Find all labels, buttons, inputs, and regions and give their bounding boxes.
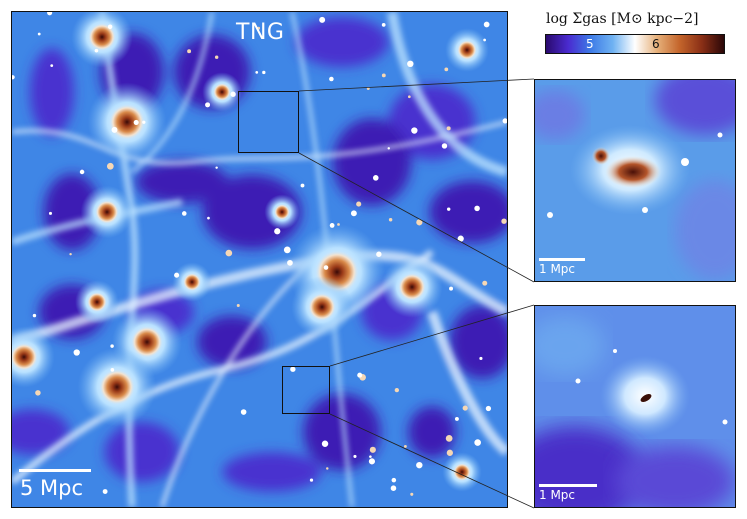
main-scale-label: 5 Mpc bbox=[20, 476, 84, 500]
inset-bottom-panel bbox=[534, 305, 736, 508]
zoom-box-bottom bbox=[282, 366, 330, 414]
colorbar-label: log Σgas [M⊙ kpc−2] bbox=[546, 11, 699, 27]
zoom-box-top bbox=[238, 91, 299, 153]
inset-top-map bbox=[535, 80, 735, 281]
inset-bottom-scale-bar bbox=[539, 484, 597, 487]
main-scale-bar bbox=[19, 469, 91, 472]
colorbar-tick-5: 5 bbox=[586, 37, 594, 51]
colorbar bbox=[545, 34, 725, 54]
colorbar-tick-6: 6 bbox=[652, 37, 660, 51]
inset-top-scale-bar bbox=[539, 258, 585, 261]
inset-top-scale-label: 1 Mpc bbox=[539, 262, 576, 276]
inset-top-panel bbox=[534, 79, 736, 282]
main-panel bbox=[11, 11, 508, 508]
inset-bottom-scale-label: 1 Mpc bbox=[539, 488, 576, 502]
panel-title: TNG bbox=[236, 20, 285, 45]
inset-bottom-map bbox=[535, 306, 735, 507]
gas-density-map bbox=[12, 12, 507, 507]
